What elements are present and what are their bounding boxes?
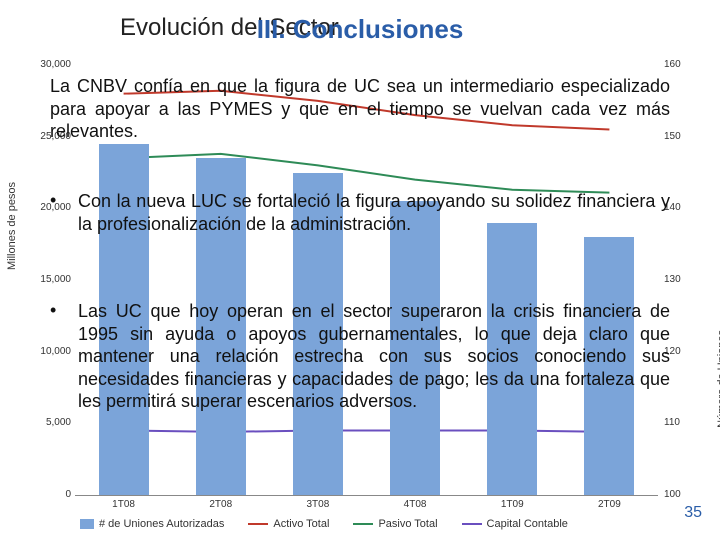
bullet-2-marker: • [50,300,56,321]
bullet-1-text: Con la nueva LUC se fortaleció la figura… [78,190,670,235]
page-number: 35 [684,504,702,522]
foreground-text-layer: III. Conclusiones La CNBV confía en que … [0,0,720,540]
page-title: III. Conclusiones [0,14,720,45]
bullet-1-marker: • [50,190,56,211]
intro-paragraph: La CNBV confía en que la figura de UC se… [50,75,670,143]
bullet-2-text: Las UC que hoy operan en el sector super… [78,300,670,413]
